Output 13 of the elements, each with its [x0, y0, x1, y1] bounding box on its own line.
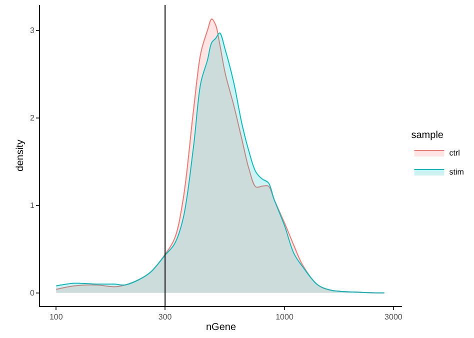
y-tick-label: 3 [30, 26, 35, 36]
legend-title: sample [411, 130, 444, 141]
legend-label: stim [449, 168, 464, 177]
y-tick-label: 1 [30, 201, 35, 210]
y-axis-title: density [14, 140, 26, 172]
x-tick-label: 1000 [276, 312, 294, 322]
x-tick-label: 100 [49, 312, 64, 322]
legend-label: ctrl [449, 148, 460, 158]
x-tick-label: 300 [158, 312, 172, 322]
y-tick-label: 0 [30, 288, 35, 298]
x-axis-title: nGene [206, 322, 236, 334]
x-tick-label: 3000 [384, 312, 403, 322]
y-tick-label: 2 [30, 114, 35, 123]
